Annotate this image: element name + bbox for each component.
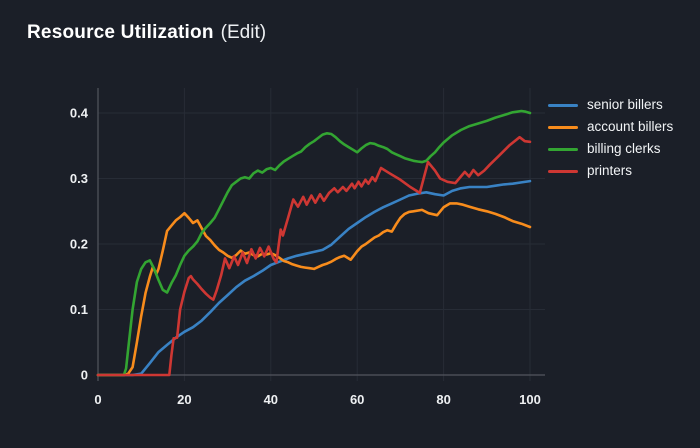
y-tick-label-0.1: 0.1	[70, 302, 88, 317]
chart-legend: senior billers account billers billing cle…	[548, 98, 673, 178]
x-tick-label-20: 20	[177, 392, 191, 407]
page-title: Resource Utilization	[27, 22, 214, 43]
legend-item-senior-billers[interactable]: senior billers	[548, 98, 673, 112]
legend-item-account-billers[interactable]: account billers	[548, 120, 673, 134]
x-tick-label-80: 80	[436, 392, 450, 407]
legend-swatch-senior-billers	[548, 103, 578, 107]
legend-label-senior-billers: senior billers	[587, 97, 663, 112]
chart-header: Resource Utilization (Edit)	[27, 22, 266, 44]
series-line-account-billers	[96, 202, 532, 377]
y-tick-label-0.2: 0.2	[70, 237, 88, 252]
legend-swatch-printers	[548, 169, 578, 173]
x-tick-label-0: 0	[94, 392, 101, 407]
x-tick-label-40: 40	[264, 392, 278, 407]
legend-swatch-billing-clerks	[548, 147, 578, 151]
legend-label-billing-clerks: billing clerks	[587, 141, 661, 156]
legend-item-printers[interactable]: printers	[548, 164, 673, 178]
y-tick-label-0.3: 0.3	[70, 171, 88, 186]
series-line-printers	[96, 135, 532, 377]
legend-label-printers: printers	[587, 163, 633, 178]
legend-label-account-billers: account billers	[587, 119, 674, 134]
series-line-billing-clerks	[96, 109, 532, 377]
edit-link[interactable]: (Edit)	[220, 22, 267, 43]
series-line-senior-billers	[96, 179, 532, 377]
y-tick-label-0.4: 0.4	[70, 106, 89, 121]
legend-swatch-account-billers	[548, 125, 578, 129]
legend-item-billing-clerks[interactable]: billing clerks	[548, 142, 673, 156]
y-tick-label-0: 0	[81, 368, 88, 383]
x-tick-label-100: 100	[519, 392, 541, 407]
x-tick-label-60: 60	[350, 392, 364, 407]
